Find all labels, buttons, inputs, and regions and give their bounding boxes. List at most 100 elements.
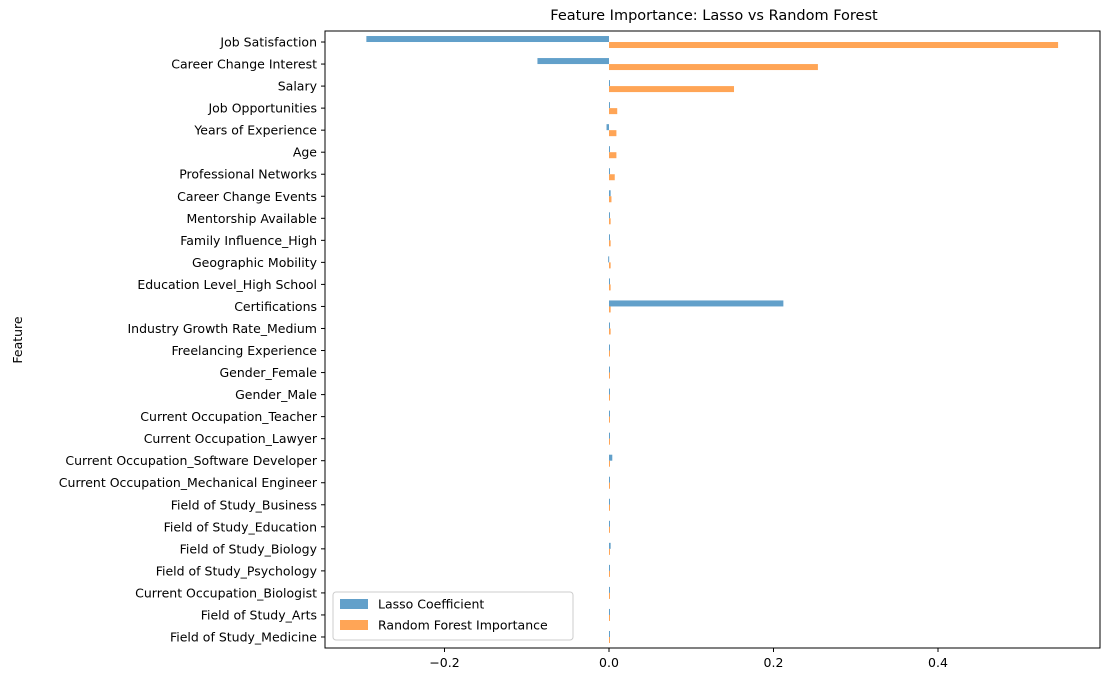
y-tick-label: Job Satisfaction [219, 35, 317, 50]
x-tick-label: −0.2 [429, 655, 459, 670]
lasso-bar [609, 586, 610, 593]
rf-bar [609, 174, 615, 181]
y-tick-label: Education Level_High School [137, 277, 317, 292]
lasso-bar [366, 36, 609, 43]
rf-bar [609, 570, 610, 577]
lasso-bar [609, 564, 610, 571]
rf-bar [609, 482, 610, 489]
lasso-bar [609, 388, 610, 395]
y-tick-label: Gender_Female [219, 365, 317, 380]
lasso-bar [609, 542, 611, 549]
rf-bar [609, 42, 1059, 49]
lasso-bar [537, 58, 609, 65]
lasso-bar [609, 630, 610, 637]
rf-bar [609, 306, 611, 313]
x-tick-label: 0.0 [599, 655, 619, 670]
y-tick-label: Field of Study_Psychology [156, 563, 318, 578]
lasso-bar [608, 256, 610, 263]
rf-bar [609, 614, 610, 621]
y-axis-label: Feature [10, 316, 25, 364]
rf-bar [609, 592, 610, 599]
y-tick-label: Current Occupation_Teacher [140, 409, 318, 424]
x-tick-label: 0.4 [928, 655, 948, 670]
y-ticks-layer: Job Satisfaction Career Change Interest Sa… [59, 35, 325, 644]
y-tick-label: Salary [278, 79, 318, 94]
lasso-bar [609, 432, 610, 439]
y-tick-label: Current Occupation_Lawyer [144, 431, 318, 446]
legend-box [332, 591, 574, 641]
x-ticks-layer: −0.2 0.0 0.2 0.4 [429, 648, 948, 670]
y-tick-label: Current Occupation_Software Developer [65, 453, 317, 468]
lasso-bar [606, 124, 609, 131]
y-tick-label: Mentorship Available [187, 211, 318, 226]
lasso-bar [609, 476, 610, 483]
rf-bar [609, 262, 611, 269]
legend-label-lasso: Lasso Coefficient [378, 597, 484, 612]
lasso-bar [609, 498, 610, 505]
legend-label-rf: Random Forest Importance [378, 618, 548, 633]
rf-bar [609, 504, 610, 511]
lasso-bar [609, 212, 610, 219]
rf-bar [609, 636, 610, 643]
rf-bar [609, 438, 610, 445]
legend-swatch-rf [340, 620, 368, 630]
rf-bar [609, 460, 610, 467]
y-tick-label: Field of Study_Education [164, 519, 317, 534]
rf-bar [609, 394, 610, 401]
rf-bar [609, 328, 611, 335]
plot-frame [324, 30, 1101, 649]
lasso-bar [609, 608, 610, 615]
y-tick-label: Freelancing Experience [172, 343, 318, 358]
rf-bar [609, 372, 610, 379]
y-tick-label: Industry Growth Rate_Medium [127, 321, 317, 336]
lasso-bar [609, 322, 610, 329]
y-tick-label: Current Occupation_Biologist [135, 585, 317, 600]
lasso-bar [609, 366, 610, 373]
y-tick-label: Professional Networks [179, 167, 317, 182]
legend: Lasso Coefficient Random Forest Importanc… [332, 591, 574, 641]
lasso-bar [609, 278, 610, 285]
rf-bar [609, 350, 610, 357]
lasso-bar [609, 234, 610, 241]
lasso-bar [609, 146, 610, 153]
y-tick-label: Field of Study_Arts [201, 607, 317, 622]
lasso-bar [609, 190, 611, 197]
y-tick-label: Family Influence_High [180, 233, 317, 248]
chart-title: Feature Importance: Lasso vs Random Fore… [550, 8, 878, 24]
lasso-bar [609, 80, 610, 87]
lasso-bar [609, 102, 610, 109]
rf-bar [609, 218, 611, 225]
rf-bar [609, 284, 611, 291]
y-tick-label: Years of Experience [193, 123, 317, 138]
lasso-bar [609, 344, 610, 351]
rf-bar [609, 548, 610, 555]
y-tick-label: Field of Study_Business [171, 497, 317, 512]
y-tick-label: Field of Study_Biology [180, 541, 318, 556]
y-tick-label: Job Opportunities [207, 101, 317, 116]
rf-bar [609, 416, 610, 423]
rf-bar [609, 108, 618, 115]
y-tick-label: Age [293, 145, 317, 160]
y-tick-label: Career Change Interest [171, 57, 317, 72]
y-tick-label: Field of Study_Medicine [170, 629, 317, 644]
lasso-bar [609, 410, 610, 417]
y-tick-label: Current Occupation_Mechanical Engineer [59, 475, 318, 490]
rf-bar [609, 64, 818, 71]
bars-layer [366, 36, 1059, 643]
lasso-bar [609, 300, 784, 307]
rf-bar [609, 196, 612, 203]
lasso-bar [609, 168, 610, 175]
rf-bar [609, 152, 617, 159]
legend-swatch-lasso [340, 599, 368, 609]
y-tick-label: Gender_Male [235, 387, 317, 402]
rf-bar [609, 86, 735, 93]
rf-bar [609, 526, 610, 533]
x-tick-label: 0.2 [764, 655, 784, 670]
y-tick-label: Career Change Events [177, 189, 317, 204]
rf-bar [609, 240, 611, 247]
y-tick-label: Certifications [234, 299, 317, 314]
lasso-bar [609, 454, 613, 461]
lasso-bar [609, 520, 610, 527]
rf-bar [609, 130, 617, 137]
